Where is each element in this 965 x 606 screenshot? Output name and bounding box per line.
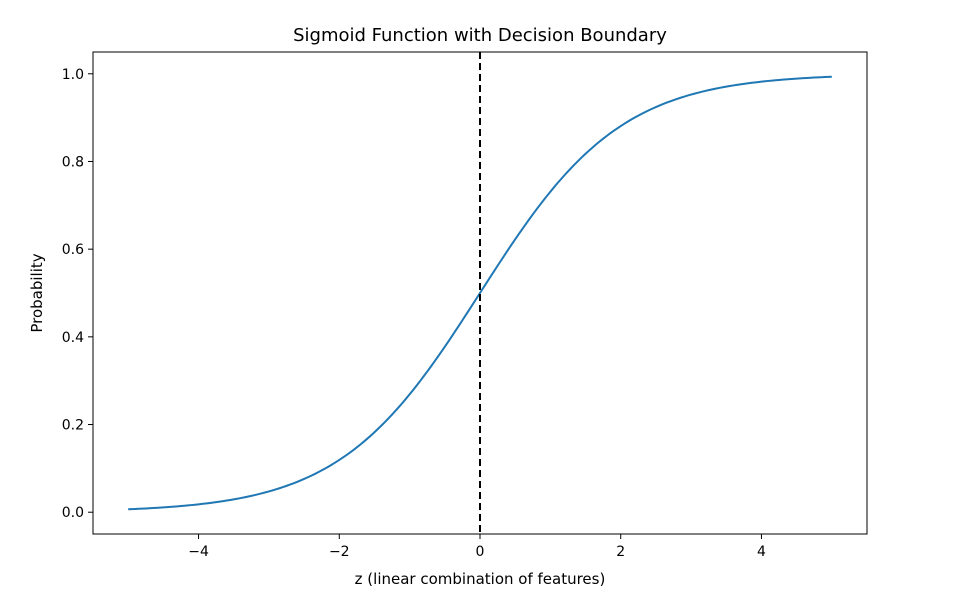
y-tick-label: 0.4	[62, 330, 84, 346]
chart-title: Sigmoid Function with Decision Boundary	[293, 25, 667, 46]
x-tick-label: −2	[329, 544, 350, 560]
marks-layer	[128, 52, 832, 534]
x-tick-label: −4	[188, 544, 209, 560]
y-tick-label: 0.6	[62, 242, 84, 258]
x-tick-label: 0	[476, 544, 485, 560]
y-tick-label: 0.8	[62, 154, 84, 170]
plot-frame	[92, 51, 868, 535]
y-tick-label: 0.2	[62, 418, 84, 434]
sigmoid-curve-line	[128, 75, 832, 511]
x-tick-label: 4	[757, 544, 766, 560]
y-tick-label: 1.0	[62, 67, 84, 83]
ticks-layer: −4 −2 0 2 4 0.0 0.2 0.4 0.6 0.8 1.0	[62, 67, 766, 560]
x-tick-label: 2	[616, 544, 625, 560]
x-axis-title: z (linear combination of features)	[355, 570, 606, 588]
y-tick-label: 0.0	[62, 505, 84, 521]
y-axis-title: Probability	[28, 253, 46, 332]
